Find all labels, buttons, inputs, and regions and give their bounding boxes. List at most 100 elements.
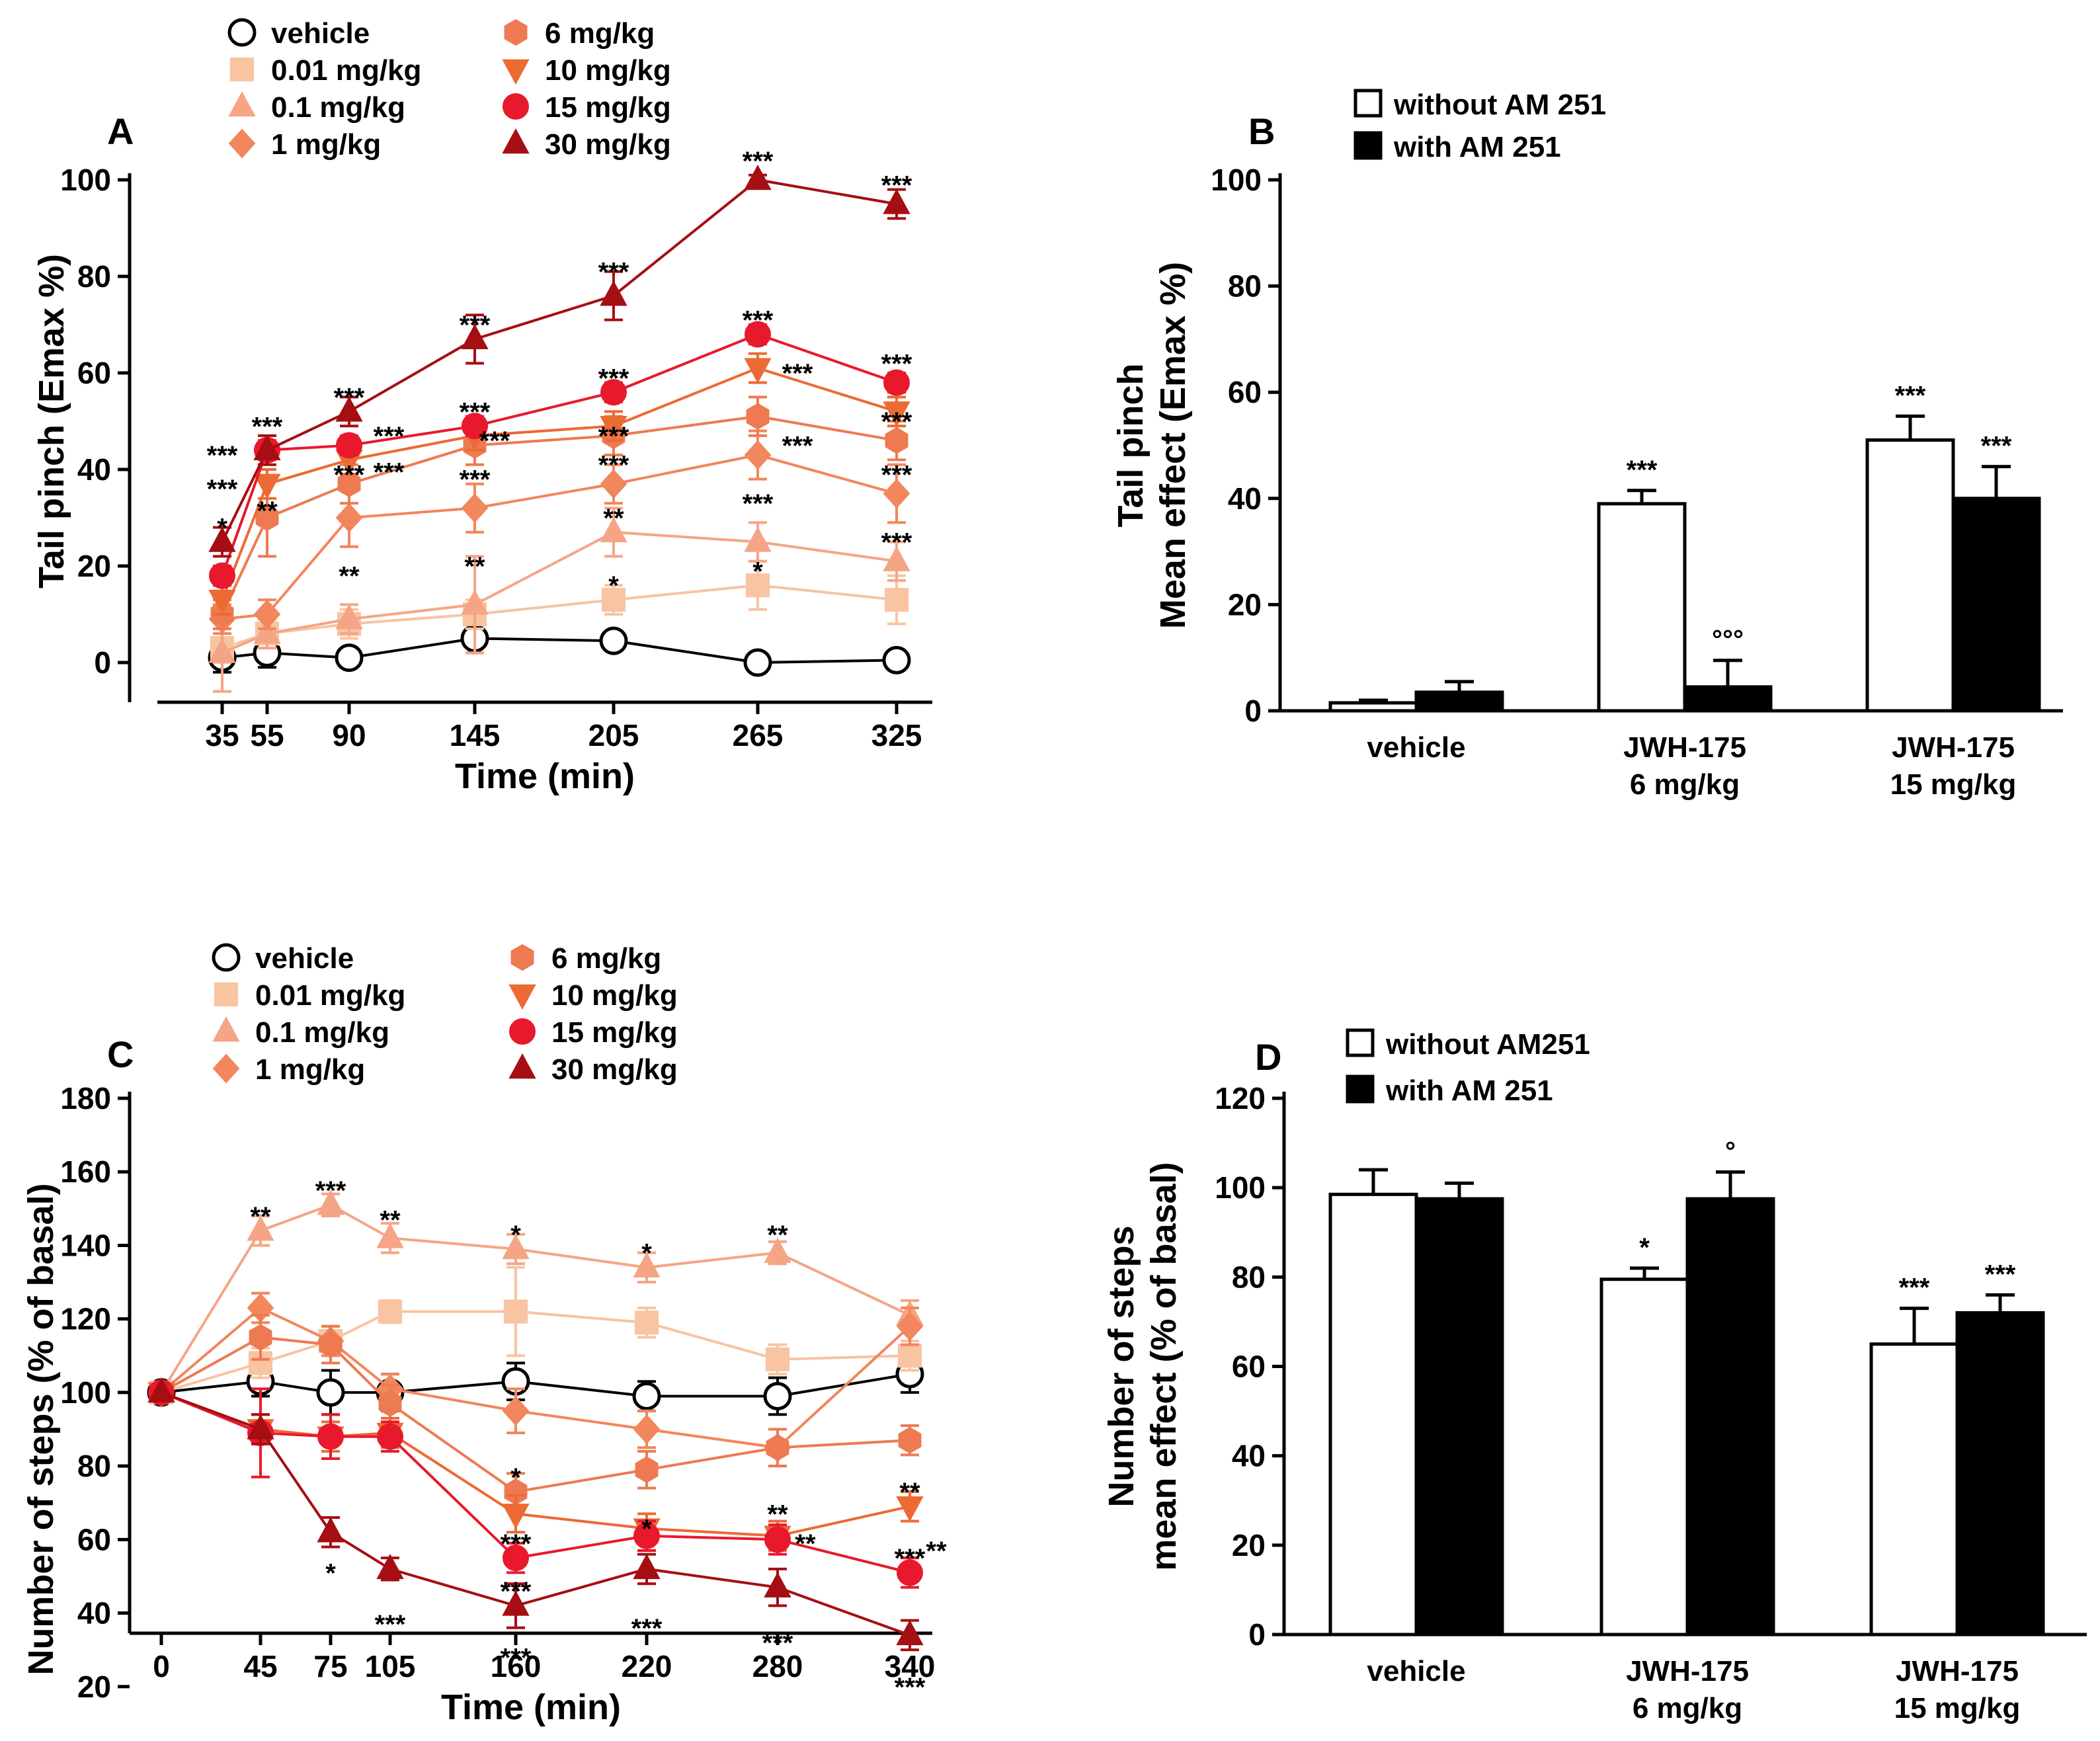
data-point [462, 413, 488, 440]
legend-label: without AM251 [1385, 1028, 1590, 1061]
category-label: 15 mg/kg [1890, 768, 2017, 801]
y-tick-label: 80 [1228, 269, 1262, 304]
significance-label: *** [631, 1614, 663, 1643]
significance-label: ** [257, 497, 278, 526]
series-2 [208, 506, 910, 693]
legend-swatch [1346, 1074, 1375, 1104]
y-tick-label: 20 [1228, 587, 1262, 622]
data-point [378, 1299, 403, 1324]
series-line [161, 1336, 910, 1494]
significance-label: ** [250, 1202, 271, 1231]
bar [1865, 438, 1955, 713]
y-axis-title-line1: Tail pinch [1111, 363, 1151, 527]
significance-label: ** [380, 1206, 401, 1235]
significance-label: *** [207, 475, 238, 504]
series-1 [210, 559, 909, 664]
legend-marker [502, 128, 530, 154]
category-label: vehicle [1367, 731, 1465, 764]
data-point [600, 416, 627, 442]
significance-label: *** [895, 1673, 926, 1702]
y-tick-label: 40 [77, 1596, 111, 1631]
bar [1414, 690, 1504, 713]
data-point [633, 1553, 661, 1580]
data-point [502, 1234, 530, 1260]
significance-label: *** [1627, 456, 1658, 485]
significance-label: *** [315, 1176, 346, 1205]
data-point [461, 323, 489, 350]
y-tick-label: 0 [94, 645, 111, 680]
y-tick-label: 120 [1215, 1081, 1266, 1115]
data-point [337, 470, 361, 498]
data-point [633, 1414, 661, 1444]
y-axis-title: Number of steps (% of basal) [21, 1183, 61, 1675]
significance-label: *** [460, 311, 491, 340]
significance-label: ** [926, 1537, 947, 1566]
y-tick-label: 60 [1228, 375, 1262, 409]
data-point [896, 1496, 924, 1522]
y-tick-label: 80 [77, 259, 111, 294]
series-line [160, 1306, 911, 1449]
category-label: vehicle [1367, 1655, 1465, 1687]
data-point [253, 434, 281, 461]
legend: vehicle 0.01 mg/kg 0.1 mg/kg 1 mg/kg 6 mg/kg… [227, 17, 671, 161]
series-line [222, 637, 897, 665]
legend-swatch [1353, 131, 1383, 160]
significance-label: * [641, 1239, 652, 1268]
significance-label: *** [598, 364, 629, 393]
y-tick-label: 20 [1232, 1528, 1266, 1562]
legend: without AM251 with AM 251 [1346, 1028, 1590, 1107]
series-line [221, 366, 897, 600]
series-2 [147, 1190, 924, 1403]
significance-label: *** [598, 258, 629, 287]
data-point [634, 1311, 659, 1335]
y-axis-title: Tail pinch (Emax %) [32, 254, 71, 588]
data-point [377, 1423, 403, 1450]
series-line [160, 1203, 910, 1393]
panel-a: A 0 20 40 60 80 100 35 55 90 145 205 265 325 Time (min… [32, 17, 932, 796]
significance-label: *** [743, 147, 774, 176]
legend-label: 15 mg/kg [551, 1016, 678, 1049]
y-axis-title-line2: Mean effect (Emax %) [1153, 262, 1193, 629]
category-label: JWH-175 [1896, 1655, 2019, 1687]
legend-marker [508, 1053, 536, 1079]
data-point [883, 401, 910, 427]
data-point [378, 1390, 402, 1417]
data-point [883, 188, 910, 214]
legend-marker [509, 1018, 536, 1045]
bar [1683, 685, 1773, 713]
x-tick-label: 220 [622, 1649, 672, 1683]
data-point [883, 546, 910, 571]
y-tick-label: 100 [1211, 163, 1262, 197]
data-point [253, 599, 281, 629]
category-label: 6 mg/kg [1630, 768, 1740, 801]
category-label: JWH-175 [1626, 1655, 1749, 1687]
y-tick-label: 180 [60, 1081, 111, 1115]
legend-label: 10 mg/kg [545, 54, 671, 87]
significance-label: * [510, 1463, 521, 1492]
data-point [898, 1427, 922, 1454]
significance-label: *** [881, 528, 912, 557]
legend-marker [212, 1016, 240, 1042]
x-tick-label: 205 [588, 718, 639, 752]
y-tick-label: 20 [77, 1670, 111, 1704]
data-point [600, 516, 627, 543]
significance-label: *** [881, 460, 912, 489]
data-point [502, 1590, 530, 1616]
significance-label: * [608, 571, 619, 600]
y-tick-label: 100 [60, 1375, 111, 1410]
category-label: 6 mg/kg [1633, 1692, 1742, 1724]
significance-label: ** [464, 552, 485, 581]
data-point [633, 1252, 661, 1278]
legend-label: 1 mg/kg [255, 1053, 365, 1086]
legend-label: 0.01 mg/kg [255, 979, 405, 1012]
significance-label: * [510, 1221, 521, 1250]
legend-marker [503, 93, 529, 120]
significance-label: ** [767, 1500, 788, 1529]
data-point [883, 479, 910, 508]
series-7 [147, 1377, 924, 1652]
panel-label: C [107, 1033, 134, 1075]
series-line [222, 454, 897, 621]
data-point [884, 588, 909, 612]
panel-label: D [1255, 1036, 1281, 1078]
legend-label: vehicle [271, 17, 370, 50]
